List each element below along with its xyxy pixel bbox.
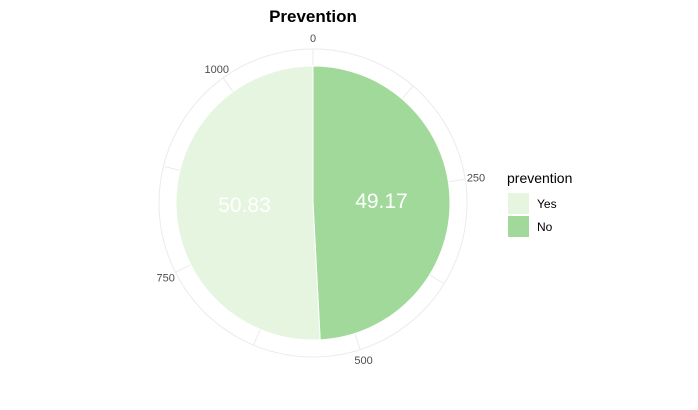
tick-label-250: 250 [467,172,485,184]
legend-key-no [508,216,529,237]
pie-slice-no [312,65,451,341]
legend-label-no: No [537,220,553,234]
chart-title: Prevention [269,7,357,26]
legend-title: prevention [507,170,572,186]
tick-label-750: 750 [156,272,174,284]
data-labels: 49.17 50.83 [218,190,408,217]
tick-label-500: 500 [354,355,372,367]
tick-label-0: 0 [310,33,316,45]
pie-slices [175,65,451,341]
tick-label-1000: 1000 [205,64,229,76]
angular-tick-labels: 0 250 500 750 1000 [156,33,485,367]
legend-key-yes [508,193,529,214]
legend-label-yes: Yes [537,197,557,211]
pie-slice-yes [175,65,321,341]
data-label-yes: 50.83 [218,194,271,217]
data-label-no: 49.17 [355,190,408,213]
legend: prevention Yes No [507,170,572,237]
